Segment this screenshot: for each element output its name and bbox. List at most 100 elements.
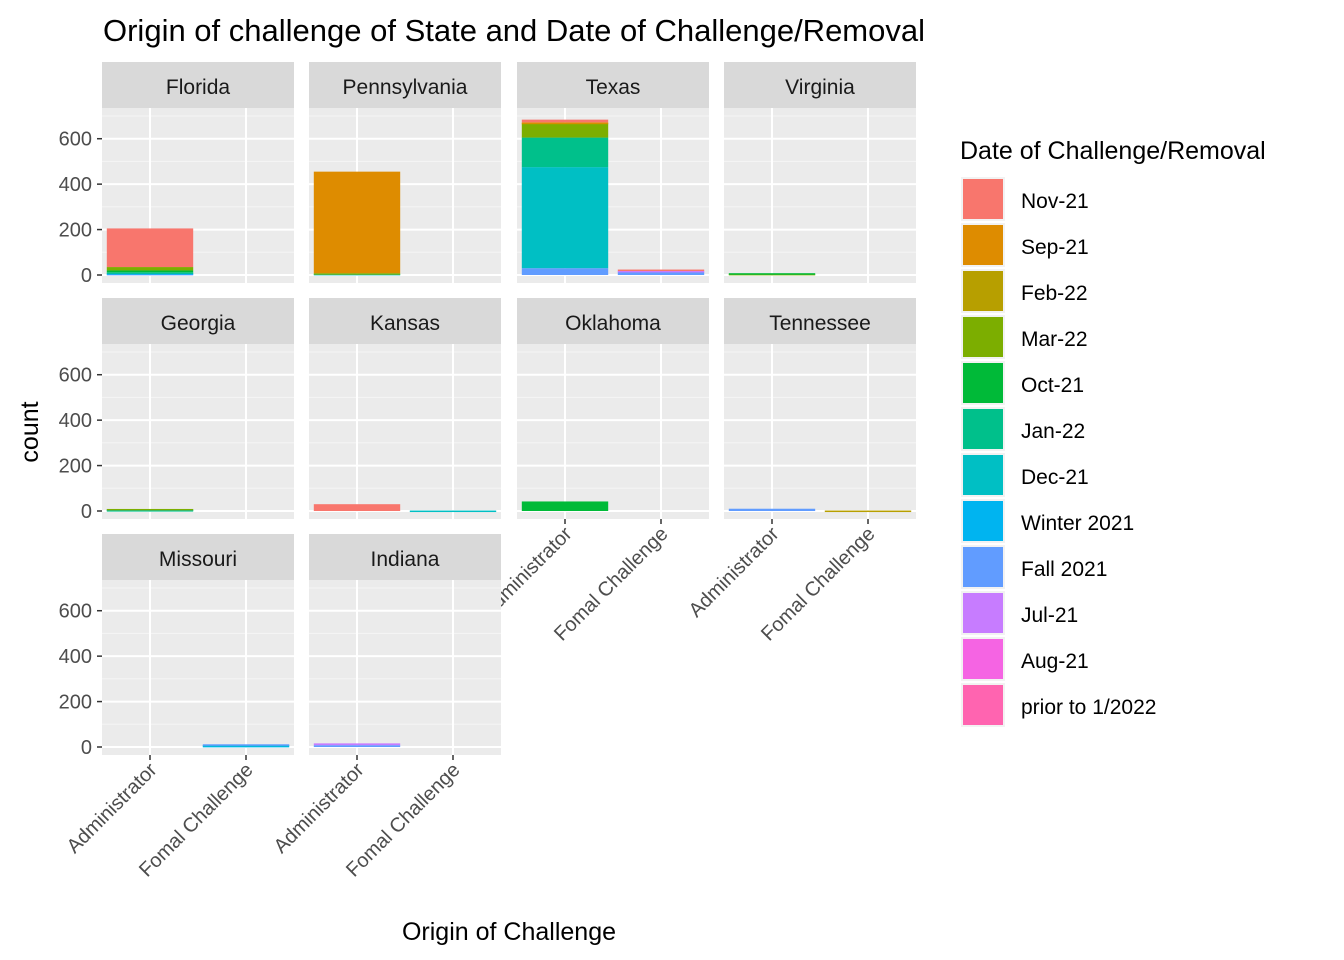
bar-segment xyxy=(521,167,609,269)
legend-label: Jul-21 xyxy=(1021,604,1078,627)
bar-segment xyxy=(617,269,705,272)
y-tick-label: 400 xyxy=(59,410,92,432)
facet-label: Kansas xyxy=(370,312,440,335)
facet-georgia: Georgia 0 200 400 600 xyxy=(59,298,294,523)
legend: Date of Challenge/Removal Nov-21 Sep-21 Fe… xyxy=(960,137,1266,727)
legend-swatch xyxy=(963,639,1003,679)
bar-segment xyxy=(106,267,194,271)
bar-segment xyxy=(521,501,609,511)
bar-segment xyxy=(313,504,401,511)
legend-item: Aug-21 xyxy=(961,637,1089,681)
bar-segment xyxy=(617,271,705,275)
bar-segment xyxy=(313,743,401,746)
bar-segment xyxy=(202,744,290,746)
legend-swatch xyxy=(963,455,1003,495)
y-tick-label: 0 xyxy=(81,265,92,287)
y-tick-label: 200 xyxy=(59,220,92,242)
legend-label: Fall 2021 xyxy=(1021,558,1107,581)
bar-segment xyxy=(313,745,401,747)
legend-label: Nov-21 xyxy=(1021,190,1089,213)
legend-item: Fall 2021 xyxy=(961,545,1107,589)
legend-label: Jan-22 xyxy=(1021,420,1085,443)
legend-title: Date of Challenge/Removal xyxy=(960,137,1266,165)
facet-label: Pennsylvania xyxy=(343,76,468,99)
bar-segment xyxy=(106,270,194,273)
y-tick-label: 200 xyxy=(59,456,92,478)
legend-swatch xyxy=(963,271,1003,311)
bar-segment xyxy=(521,119,609,123)
y-axis-title: count xyxy=(16,401,44,462)
bar-segment xyxy=(313,171,401,274)
facet-label: Oklahoma xyxy=(565,312,661,335)
y-tick-label: 0 xyxy=(81,737,92,759)
legend-label: prior to 1/2022 xyxy=(1021,696,1156,719)
legend-label: Winter 2021 xyxy=(1021,512,1134,535)
chart-title: Origin of challenge of State and Date of… xyxy=(103,13,925,48)
bar-segment xyxy=(106,508,194,511)
legend-swatch xyxy=(963,317,1003,357)
facet-kansas: Kansas xyxy=(309,298,501,519)
legend-swatch xyxy=(963,593,1003,633)
x-tick-label: Administrator xyxy=(63,759,162,858)
bar-segment xyxy=(728,273,816,275)
facet-texas: Texas xyxy=(517,62,709,283)
x-tick-label: Administrator xyxy=(685,523,784,622)
legend-swatch xyxy=(963,363,1003,403)
legend-item: Nov-21 xyxy=(961,177,1089,221)
y-tick-label: 200 xyxy=(59,692,92,714)
facet-strip xyxy=(102,62,294,108)
panel-background xyxy=(724,344,916,519)
x-axis-title: Origin of Challenge xyxy=(402,918,616,946)
legend-item: Jan-22 xyxy=(961,407,1085,451)
x-tick-label: Administrator xyxy=(270,759,369,858)
legend-swatch xyxy=(963,547,1003,587)
legend-label: Oct-21 xyxy=(1021,374,1084,397)
facet-panels: Florida 0 200 400 600 Pennsylvania Texas Virgin… xyxy=(59,62,916,881)
legend-label: Dec-21 xyxy=(1021,466,1089,489)
panel-background xyxy=(517,344,709,519)
facet-label: Tennessee xyxy=(769,312,871,335)
legend-swatch xyxy=(963,179,1003,219)
bar-segment xyxy=(728,508,816,511)
bar-segment xyxy=(106,272,194,274)
facet-strip xyxy=(724,62,916,108)
bar-segment xyxy=(521,123,609,138)
y-tick-label: 600 xyxy=(59,365,92,387)
bar-segment xyxy=(409,510,497,513)
legend-label: Sep-21 xyxy=(1021,236,1089,259)
legend-item: Winter 2021 xyxy=(961,499,1134,543)
legend-item: Mar-22 xyxy=(961,315,1088,359)
facet-strip xyxy=(517,62,709,108)
facet-pennsylvania: Pennsylvania xyxy=(309,62,501,283)
facet-strip xyxy=(309,62,501,108)
legend-swatch xyxy=(963,225,1003,265)
facet-label: Missouri xyxy=(159,548,237,571)
bar-segment xyxy=(521,137,609,168)
legend-item: prior to 1/2022 xyxy=(961,683,1156,727)
facet-strip xyxy=(102,298,294,344)
panel-background xyxy=(102,580,294,755)
panel-background xyxy=(309,344,501,519)
bar-segment xyxy=(824,510,912,513)
bar-segment xyxy=(617,270,705,273)
bar-segment xyxy=(313,273,401,275)
facet-virginia: Virginia xyxy=(724,62,916,283)
facet-strip xyxy=(724,298,916,344)
bar-segment xyxy=(202,745,290,748)
legend-label: Feb-22 xyxy=(1021,282,1088,305)
y-tick-label: 400 xyxy=(59,646,92,668)
facet-label: Texas xyxy=(586,76,641,99)
facet-strip xyxy=(517,298,709,344)
bar-segment xyxy=(106,273,194,275)
y-tick-label: 600 xyxy=(59,601,92,623)
panel-background xyxy=(724,108,916,283)
bar-segment xyxy=(521,268,609,275)
facet-label: Virginia xyxy=(785,76,855,99)
y-tick-label: 600 xyxy=(59,129,92,151)
facet-strip xyxy=(309,534,501,580)
legend-item: Feb-22 xyxy=(961,269,1088,313)
